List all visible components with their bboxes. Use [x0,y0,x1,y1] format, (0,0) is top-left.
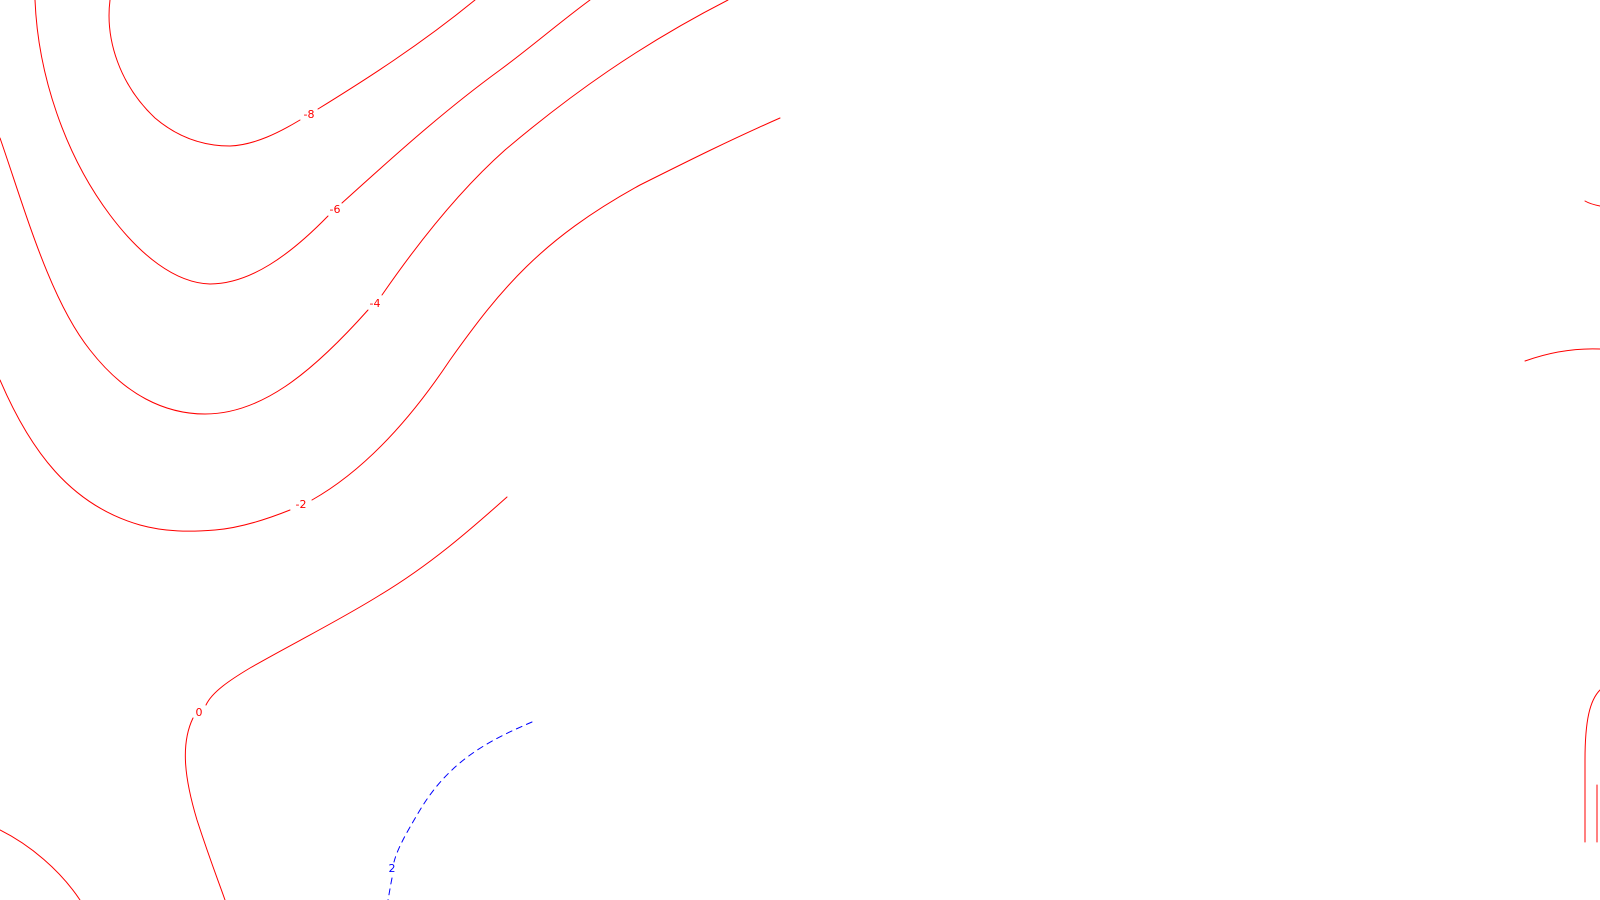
contour-label-zero: 0 [196,706,203,719]
contour-line-bottom-left [0,829,81,900]
contour-label-minus-8: -8 [304,108,315,121]
contour-label-minus-4: -4 [370,297,381,310]
contour-line-minus-8 [108,0,476,147]
contour-line-right-top [1584,200,1600,207]
contour-line-plus-2 [387,721,533,900]
contour-line-right-middle [1524,348,1600,362]
contour-label-plus-2: 2 [389,862,396,875]
contour-line-minus-2 [0,117,781,532]
contour-line-right-bottom [1584,689,1600,843]
contour-label-minus-2: -2 [296,498,307,511]
contour-line-zero [184,496,508,900]
contour-label-minus-6: -6 [330,203,341,216]
contour-line-minus-4 [0,0,729,415]
contour-line-minus-6 [34,0,591,285]
